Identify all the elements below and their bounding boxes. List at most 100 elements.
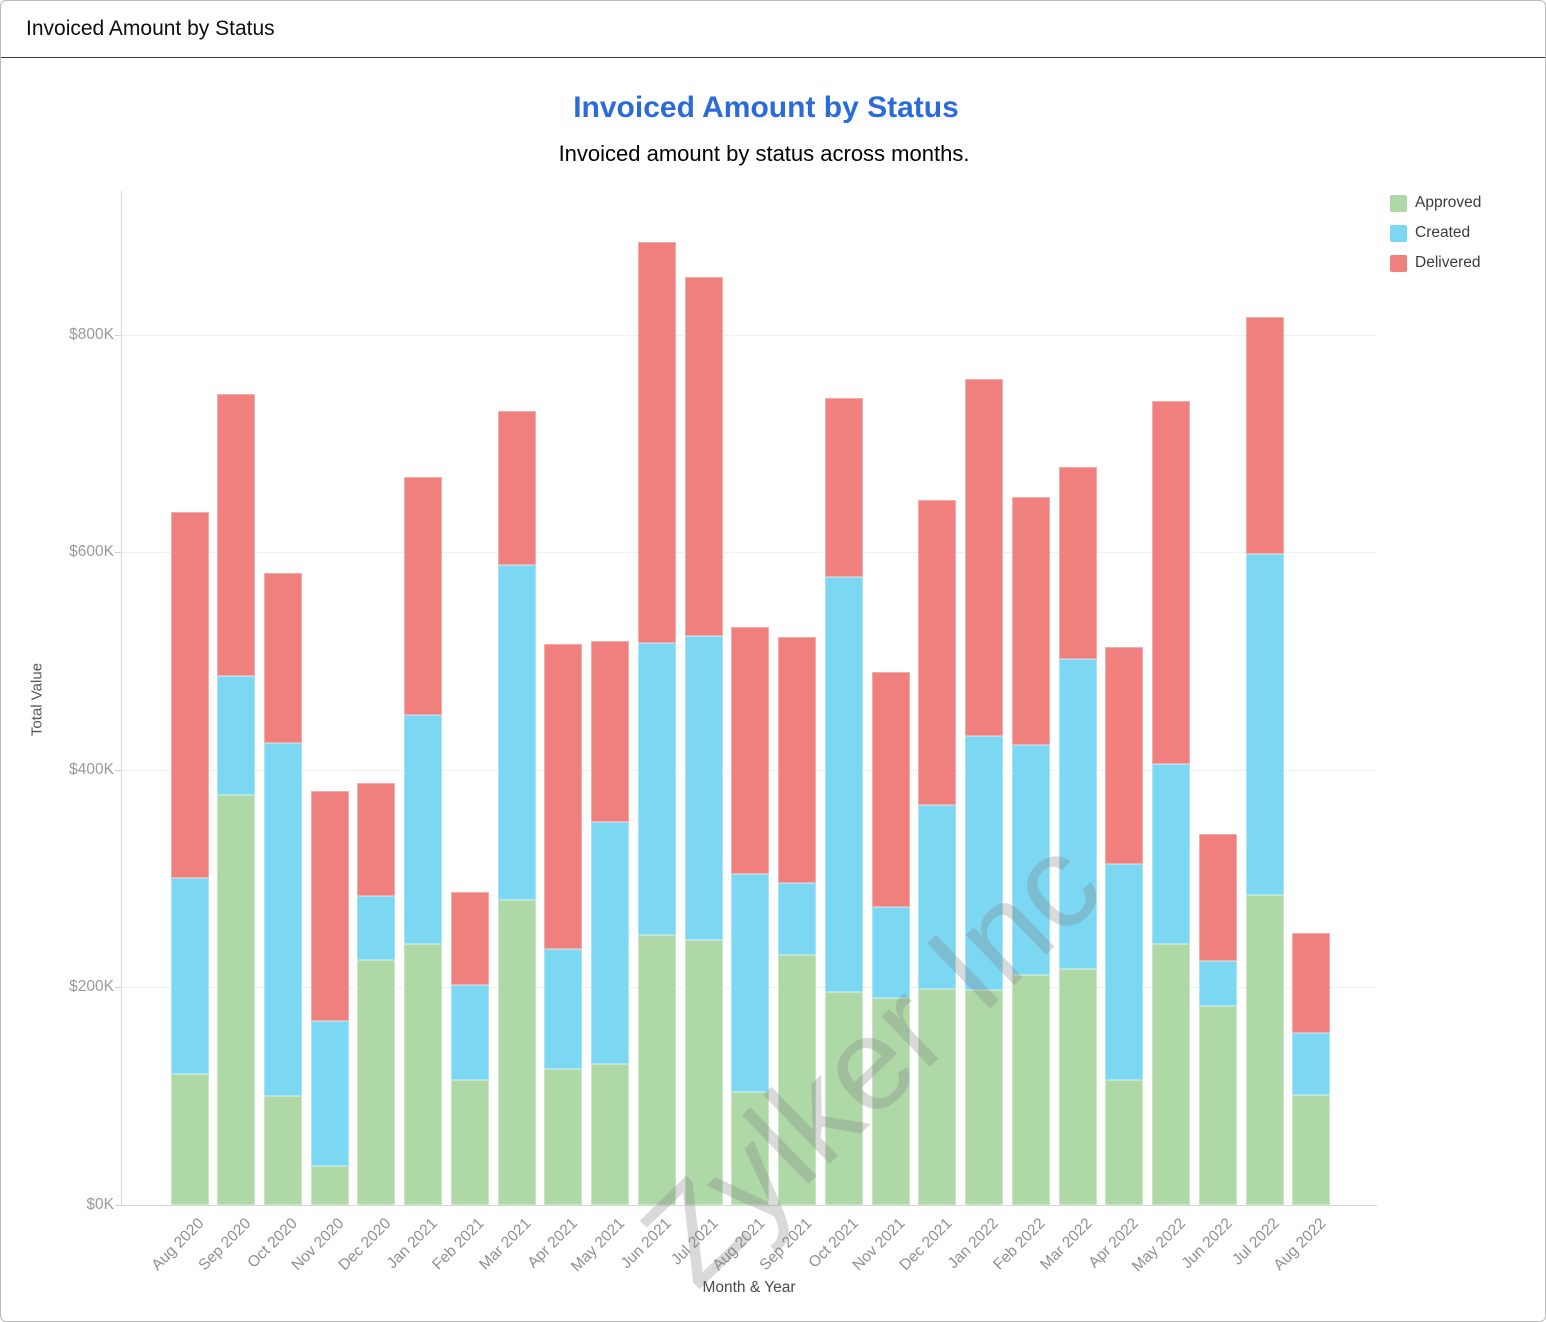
bar-segment-delivered[interactable] bbox=[544, 643, 583, 950]
bar-segment-approved[interactable] bbox=[1198, 1005, 1237, 1205]
bar-segment-delivered[interactable] bbox=[1105, 646, 1144, 865]
bar-segment-approved[interactable] bbox=[824, 991, 863, 1205]
bar-segment-delivered[interactable] bbox=[684, 276, 723, 636]
bar-segment-created[interactable] bbox=[263, 742, 302, 1097]
bar-segment-approved[interactable] bbox=[357, 960, 396, 1205]
bar-segment-delivered[interactable] bbox=[824, 397, 863, 578]
bar-jan-2022 bbox=[965, 191, 1004, 1205]
y-tick-mark bbox=[115, 987, 121, 989]
bar-segment-approved[interactable] bbox=[1011, 975, 1050, 1205]
bar-segment-delivered[interactable] bbox=[1198, 834, 1237, 962]
gridline bbox=[122, 334, 1377, 336]
bar-aug-2022 bbox=[1292, 191, 1331, 1205]
x-tick-label: Jun 2022 bbox=[1178, 1215, 1236, 1273]
bar-segment-delivered[interactable] bbox=[778, 637, 817, 883]
legend-item-created[interactable]: Created bbox=[1390, 224, 1481, 242]
bar-segment-approved[interactable] bbox=[404, 943, 443, 1205]
bar-segment-created[interactable] bbox=[1105, 864, 1144, 1080]
x-tick-label: Jun 2021 bbox=[617, 1215, 675, 1273]
bar-segment-created[interactable] bbox=[450, 985, 489, 1080]
bar-segment-delivered[interactable] bbox=[871, 671, 910, 907]
bar-segment-created[interactable] bbox=[497, 565, 536, 901]
bar-segment-created[interactable] bbox=[918, 804, 957, 989]
bar-segment-created[interactable] bbox=[684, 635, 723, 940]
bar-segment-created[interactable] bbox=[1058, 658, 1097, 969]
bar-segment-created[interactable] bbox=[591, 822, 630, 1064]
bar-segment-created[interactable] bbox=[310, 1021, 349, 1166]
bar-segment-approved[interactable] bbox=[871, 998, 910, 1205]
bar-segment-delivered[interactable] bbox=[404, 477, 443, 716]
bar-segment-approved[interactable] bbox=[1105, 1079, 1144, 1205]
bar-feb-2022 bbox=[1011, 191, 1050, 1205]
bar-segment-approved[interactable] bbox=[497, 900, 536, 1205]
bar-nov-2021 bbox=[871, 191, 910, 1205]
bar-segment-delivered[interactable] bbox=[217, 394, 256, 677]
bar-segment-created[interactable] bbox=[731, 874, 770, 1092]
bar-segment-delivered[interactable] bbox=[965, 379, 1004, 737]
bar-segment-created[interactable] bbox=[1198, 961, 1237, 1006]
bar-segment-created[interactable] bbox=[637, 642, 676, 936]
bar-segment-approved[interactable] bbox=[310, 1165, 349, 1205]
bar-segment-created[interactable] bbox=[965, 736, 1004, 990]
bar-segment-approved[interactable] bbox=[217, 794, 256, 1205]
bar-segment-approved[interactable] bbox=[1292, 1095, 1331, 1205]
bar-segment-created[interactable] bbox=[1152, 764, 1191, 944]
bar-segment-delivered[interactable] bbox=[450, 891, 489, 986]
bar-segment-approved[interactable] bbox=[263, 1096, 302, 1205]
bar-segment-approved[interactable] bbox=[544, 1069, 583, 1205]
chart-subtitle: Invoiced amount by status across months. bbox=[558, 141, 970, 166]
bar-segment-approved[interactable] bbox=[1152, 943, 1191, 1205]
bar-segment-delivered[interactable] bbox=[1011, 496, 1050, 745]
bar-sep-2020 bbox=[217, 191, 256, 1205]
bar-segment-created[interactable] bbox=[1292, 1033, 1331, 1096]
bar-segment-delivered[interactable] bbox=[310, 790, 349, 1022]
bar-segment-delivered[interactable] bbox=[591, 641, 630, 823]
bar-segment-created[interactable] bbox=[778, 882, 817, 955]
bar-segment-created[interactable] bbox=[1011, 744, 1050, 976]
bar-segment-approved[interactable] bbox=[1245, 894, 1284, 1205]
bar-feb-2021 bbox=[450, 191, 489, 1205]
bar-segment-delivered[interactable] bbox=[170, 511, 209, 878]
bar-segment-created[interactable] bbox=[217, 676, 256, 795]
bar-segment-created[interactable] bbox=[871, 906, 910, 999]
bar-segment-delivered[interactable] bbox=[497, 410, 536, 566]
bar-segment-delivered[interactable] bbox=[731, 627, 770, 875]
bar-segment-delivered[interactable] bbox=[263, 572, 302, 743]
bar-segment-delivered[interactable] bbox=[637, 242, 676, 643]
bar-segment-approved[interactable] bbox=[1058, 968, 1097, 1205]
bar-segment-approved[interactable] bbox=[450, 1079, 489, 1205]
bar-segment-delivered[interactable] bbox=[357, 782, 396, 897]
bar-oct-2021 bbox=[824, 191, 863, 1205]
bar-segment-approved[interactable] bbox=[170, 1074, 209, 1205]
bar-segment-delivered[interactable] bbox=[1058, 467, 1097, 659]
bar-segment-created[interactable] bbox=[404, 715, 443, 944]
bar-sep-2021 bbox=[778, 191, 817, 1205]
bar-segment-created[interactable] bbox=[544, 949, 583, 1069]
y-tick-label: $200K bbox=[69, 978, 114, 996]
bar-segment-approved[interactable] bbox=[965, 989, 1004, 1205]
legend-label-delivered: Delivered bbox=[1415, 254, 1481, 271]
bar-jan-2021 bbox=[404, 191, 443, 1205]
bar-segment-delivered[interactable] bbox=[1245, 317, 1284, 555]
bar-segment-delivered[interactable] bbox=[1292, 933, 1331, 1034]
bar-segment-created[interactable] bbox=[1245, 554, 1284, 895]
bar-segment-approved[interactable] bbox=[778, 954, 817, 1205]
legend-item-approved[interactable]: Approved bbox=[1390, 194, 1481, 212]
bar-segment-created[interactable] bbox=[170, 877, 209, 1075]
bar-segment-delivered[interactable] bbox=[1152, 400, 1191, 765]
bar-segment-approved[interactable] bbox=[684, 939, 723, 1205]
bar-segment-approved[interactable] bbox=[918, 988, 957, 1205]
bar-may-2022 bbox=[1152, 191, 1191, 1205]
bar-apr-2022 bbox=[1105, 191, 1144, 1205]
bar-segment-approved[interactable] bbox=[637, 935, 676, 1205]
bar-segment-approved[interactable] bbox=[591, 1063, 630, 1205]
y-axis-line bbox=[121, 191, 122, 1205]
chart-title: Invoiced Amount by Status bbox=[573, 91, 959, 124]
bar-segment-created[interactable] bbox=[824, 577, 863, 992]
y-axis-title: Total Value bbox=[28, 662, 46, 737]
bar-segment-approved[interactable] bbox=[731, 1091, 770, 1205]
legend-item-delivered[interactable]: Delivered bbox=[1390, 254, 1481, 272]
bar-segment-delivered[interactable] bbox=[918, 500, 957, 805]
bar-segment-created[interactable] bbox=[357, 896, 396, 961]
